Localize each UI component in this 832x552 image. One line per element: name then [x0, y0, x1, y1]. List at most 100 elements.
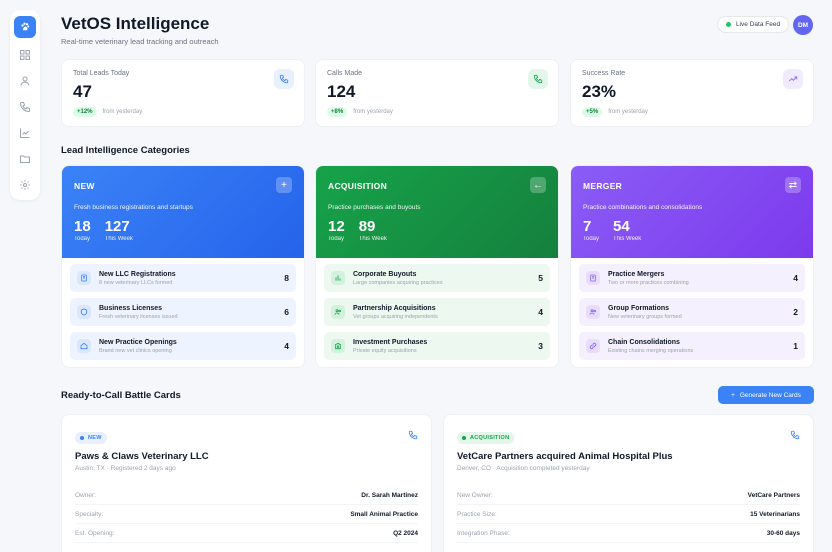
field-value: VetCare Partners — [747, 491, 800, 499]
row-count: 2 — [793, 307, 798, 317]
category-desc: Practice purchases and buyouts — [328, 204, 421, 211]
category-card-acquisition: ACQUISITION Practice purchases and buyou… — [315, 165, 559, 368]
call-phone-icon[interactable] — [790, 427, 800, 445]
add-icon[interactable]: + — [276, 177, 292, 193]
row-title: Investment Purchases — [353, 338, 428, 346]
row-count: 1 — [793, 341, 798, 351]
row-count: 8 — [284, 273, 289, 283]
week-label: This Week — [104, 236, 133, 242]
shield-icon — [77, 305, 91, 319]
today-label: Today — [74, 236, 91, 242]
sidebar — [10, 10, 40, 200]
folder-icon[interactable] — [14, 148, 36, 170]
field-row: Integration Phase: 30-60 days — [457, 524, 800, 543]
avatar[interactable]: DM — [793, 15, 813, 35]
categories-heading: Lead Intelligence Categories — [61, 145, 190, 156]
live-label: Live Data Feed — [736, 21, 781, 28]
stat-change: +5% — [582, 107, 603, 117]
list-item[interactable]: Corporate Buyouts Large companies acquiri… — [324, 264, 550, 292]
page-title: VetOS Intelligence — [61, 14, 210, 33]
document-icon — [77, 271, 91, 285]
card-subtitle: Austin, TX · Registered 2 days ago — [75, 465, 176, 472]
field-value: 30-60 days — [766, 529, 800, 537]
field-row: Practice Size: 15 Veterinarians — [457, 505, 800, 524]
list-item[interactable]: New LLC Registrations 8 new veterinary LL… — [70, 264, 296, 292]
week-label: This Week — [613, 236, 642, 242]
chart-icon[interactable] — [14, 122, 36, 144]
phone-icon — [274, 69, 294, 89]
card-title: Paws & Claws Veterinary LLC — [75, 451, 209, 462]
list-item[interactable]: Chain Consolidations Existing chains merg… — [579, 332, 805, 360]
row-sub: Two or more practices combining — [608, 279, 689, 286]
row-count: 6 — [284, 307, 289, 317]
category-name: NEW — [74, 181, 95, 191]
user-icon[interactable] — [14, 70, 36, 92]
list-item[interactable]: Investment Purchases Private equity acqui… — [324, 332, 550, 360]
status-badge: ACQUISITION — [457, 432, 515, 444]
field-key: Est. Opening: — [75, 529, 115, 537]
stat-value: 23% — [582, 82, 617, 101]
field-key: New Owner: — [457, 491, 493, 499]
list-item[interactable]: Group Formations New veterinary groups fo… — [579, 298, 805, 326]
row-title: Corporate Buyouts — [353, 270, 417, 278]
list-item[interactable]: Partnership Acquisitions Vet groups acqui… — [324, 298, 550, 326]
stat-label: Success Rate — [582, 70, 626, 77]
category-name: ACQUISITION — [328, 181, 388, 191]
users-icon — [331, 305, 345, 319]
field-value: Dr. Sarah Martinez — [361, 491, 418, 499]
stat-value: 47 — [73, 82, 92, 101]
generate-label: Generate New Cards — [739, 391, 801, 399]
battle-card-new[interactable]: NEW Paws & Claws Veterinary LLC Austin, … — [61, 414, 432, 552]
link-icon — [586, 339, 600, 353]
plus-icon: + — [731, 391, 735, 399]
settings-icon[interactable] — [14, 174, 36, 196]
row-sub: 8 new veterinary LLCs formed — [99, 279, 173, 286]
generate-new-cards-button[interactable]: + Generate New Cards — [718, 386, 814, 404]
battle-card-acquisition[interactable]: ACQUISITION VetCare Partners acquired An… — [443, 414, 814, 552]
list-item[interactable]: Practice Mergers Two or more practices co… — [579, 264, 805, 292]
paw-logo-icon[interactable] — [14, 16, 36, 38]
field-key: Specialty: — [75, 510, 104, 518]
row-count: 5 — [538, 273, 543, 283]
phone-icon[interactable] — [14, 96, 36, 118]
week-count: 89 — [358, 218, 376, 235]
badge-label: NEW — [88, 435, 102, 441]
field-row: Owner: Dr. Sarah Martinez — [75, 486, 418, 505]
swap-icon[interactable]: ⇄ — [785, 177, 801, 193]
users-icon — [586, 305, 600, 319]
row-sub: Fresh veterinary licenses issued — [99, 313, 178, 320]
field-value: 15 Veterinarians — [750, 510, 800, 518]
list-item[interactable]: Business Licenses Fresh veterinary licens… — [70, 298, 296, 326]
row-title: Group Formations — [608, 304, 670, 312]
field-key: Practice Size: — [457, 510, 497, 518]
phone-call-icon — [528, 69, 548, 89]
row-sub: Large companies acquiring practices — [353, 279, 443, 286]
today-count: 18 — [74, 218, 91, 235]
row-sub: Private equity acquisitions — [353, 347, 417, 354]
today-label: Today — [328, 236, 345, 242]
list-item[interactable]: New Practice Openings Brand new vet clini… — [70, 332, 296, 360]
dashboard-icon[interactable] — [14, 44, 36, 66]
stat-change: +12% — [73, 107, 97, 117]
today-count: 12 — [328, 218, 345, 235]
stat-change: +8% — [327, 107, 348, 117]
field-value: Small Animal Practice — [350, 510, 418, 518]
card-subtitle: Denver, CO · Acquisition completed yeste… — [457, 465, 590, 472]
week-label: This Week — [358, 236, 387, 242]
week-count: 127 — [104, 218, 130, 235]
document-icon — [586, 271, 600, 285]
call-phone-icon[interactable] — [408, 427, 418, 445]
stat-label: Calls Made — [327, 70, 363, 77]
battle-cards-heading: Ready-to-Call Battle Cards — [61, 390, 181, 401]
category-card-new: NEW Fresh business registrations and sta… — [61, 165, 305, 368]
field-row: New Owner: VetCare Partners — [457, 486, 800, 505]
live-data-feed-badge[interactable]: Live Data Feed — [717, 16, 790, 33]
row-title: Chain Consolidations — [608, 338, 680, 346]
category-desc: Fresh business registrations and startup… — [74, 204, 193, 211]
badge-label: ACQUISITION — [470, 435, 510, 441]
row-title: Partnership Acquisitions — [353, 304, 436, 312]
arrow-left-icon[interactable]: ← — [530, 177, 546, 193]
field-key: Integration Phase: — [457, 529, 510, 537]
card-title: VetCare Partners acquired Animal Hospita… — [457, 451, 673, 462]
stat-label: Total Leads Today — [73, 70, 130, 77]
